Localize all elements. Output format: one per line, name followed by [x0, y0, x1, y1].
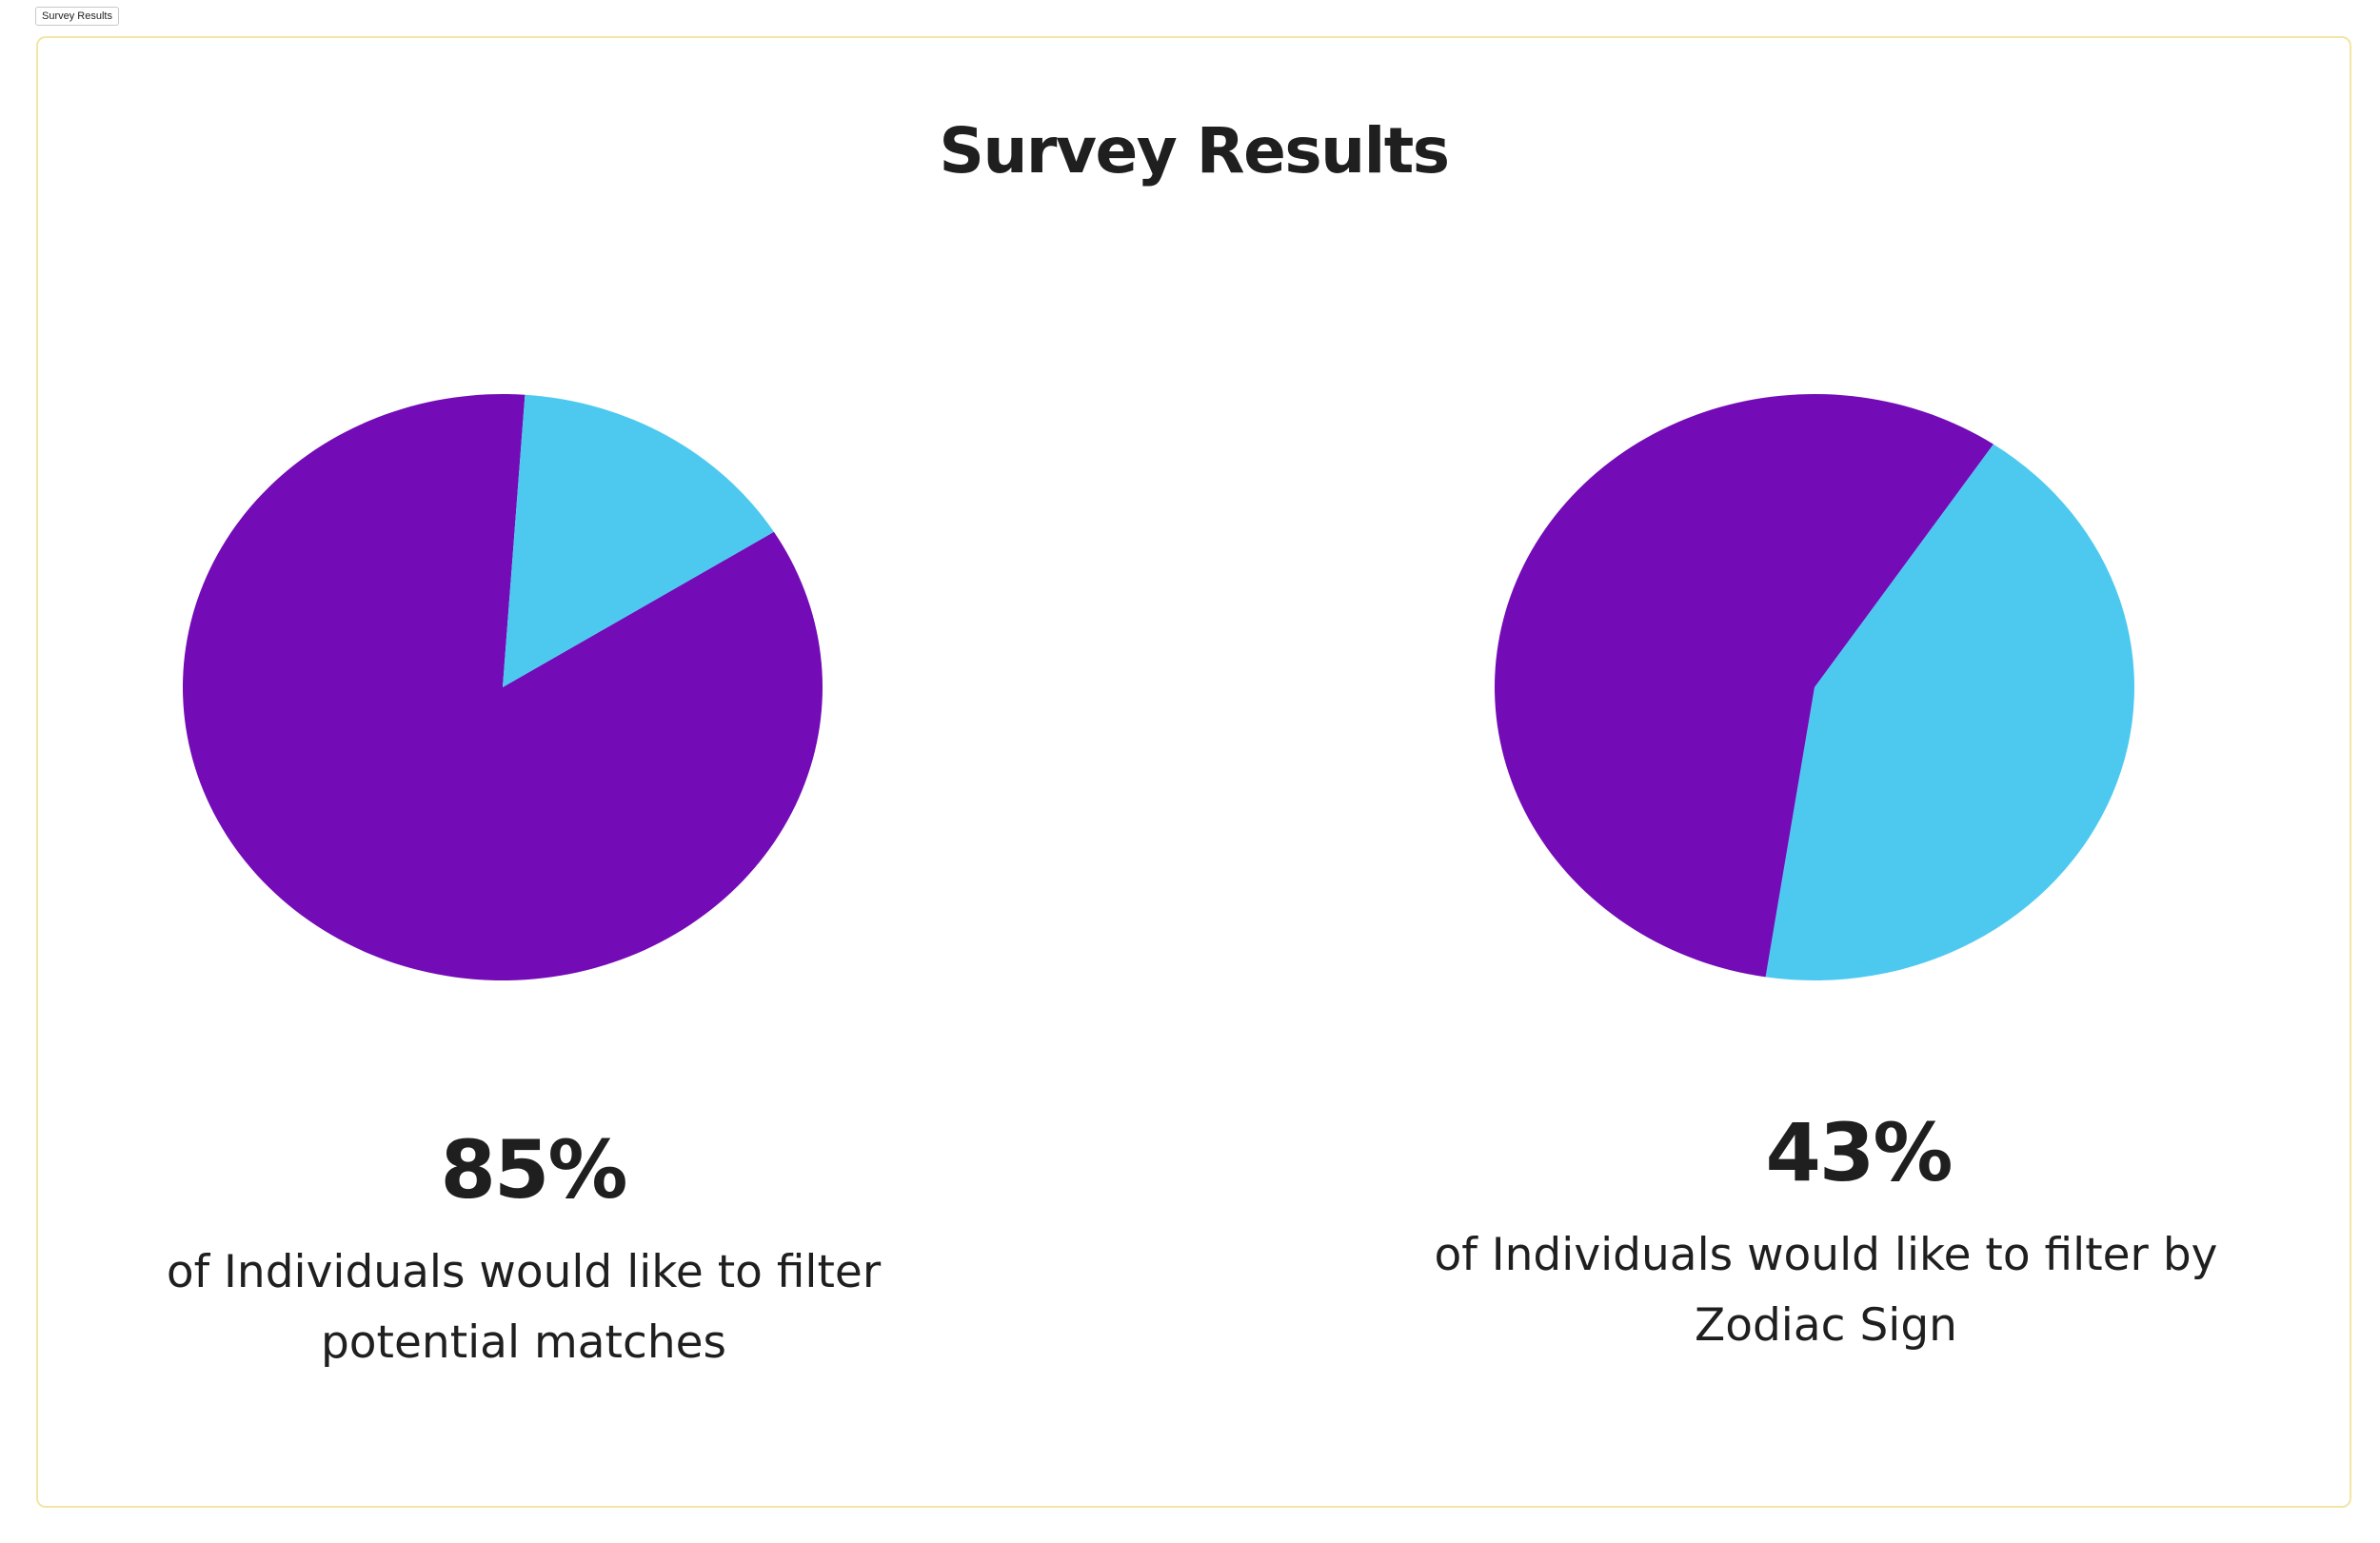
pie-slice-1 — [1765, 444, 2134, 980]
pie-slice-2 — [503, 394, 774, 687]
frame-label: Survey Results — [35, 7, 119, 26]
stat-caption-zodiac-sign: of Individuals would like to filter by Z… — [1434, 1229, 2218, 1352]
page-title: Survey Results — [939, 114, 1450, 188]
stat-percentage-zodiac-sign: 43% — [1765, 1106, 1953, 1199]
pie-slice-2 — [1495, 393, 1993, 978]
pie-chart-filter-matches — [183, 393, 823, 980]
pie-slice-1 — [183, 393, 823, 980]
stat-percentage-filter-matches: 85% — [440, 1123, 627, 1217]
pie-chart-zodiac-sign — [1495, 393, 2134, 980]
stat-caption-filter-matches: of Individuals would like to filter pote… — [166, 1246, 882, 1369]
